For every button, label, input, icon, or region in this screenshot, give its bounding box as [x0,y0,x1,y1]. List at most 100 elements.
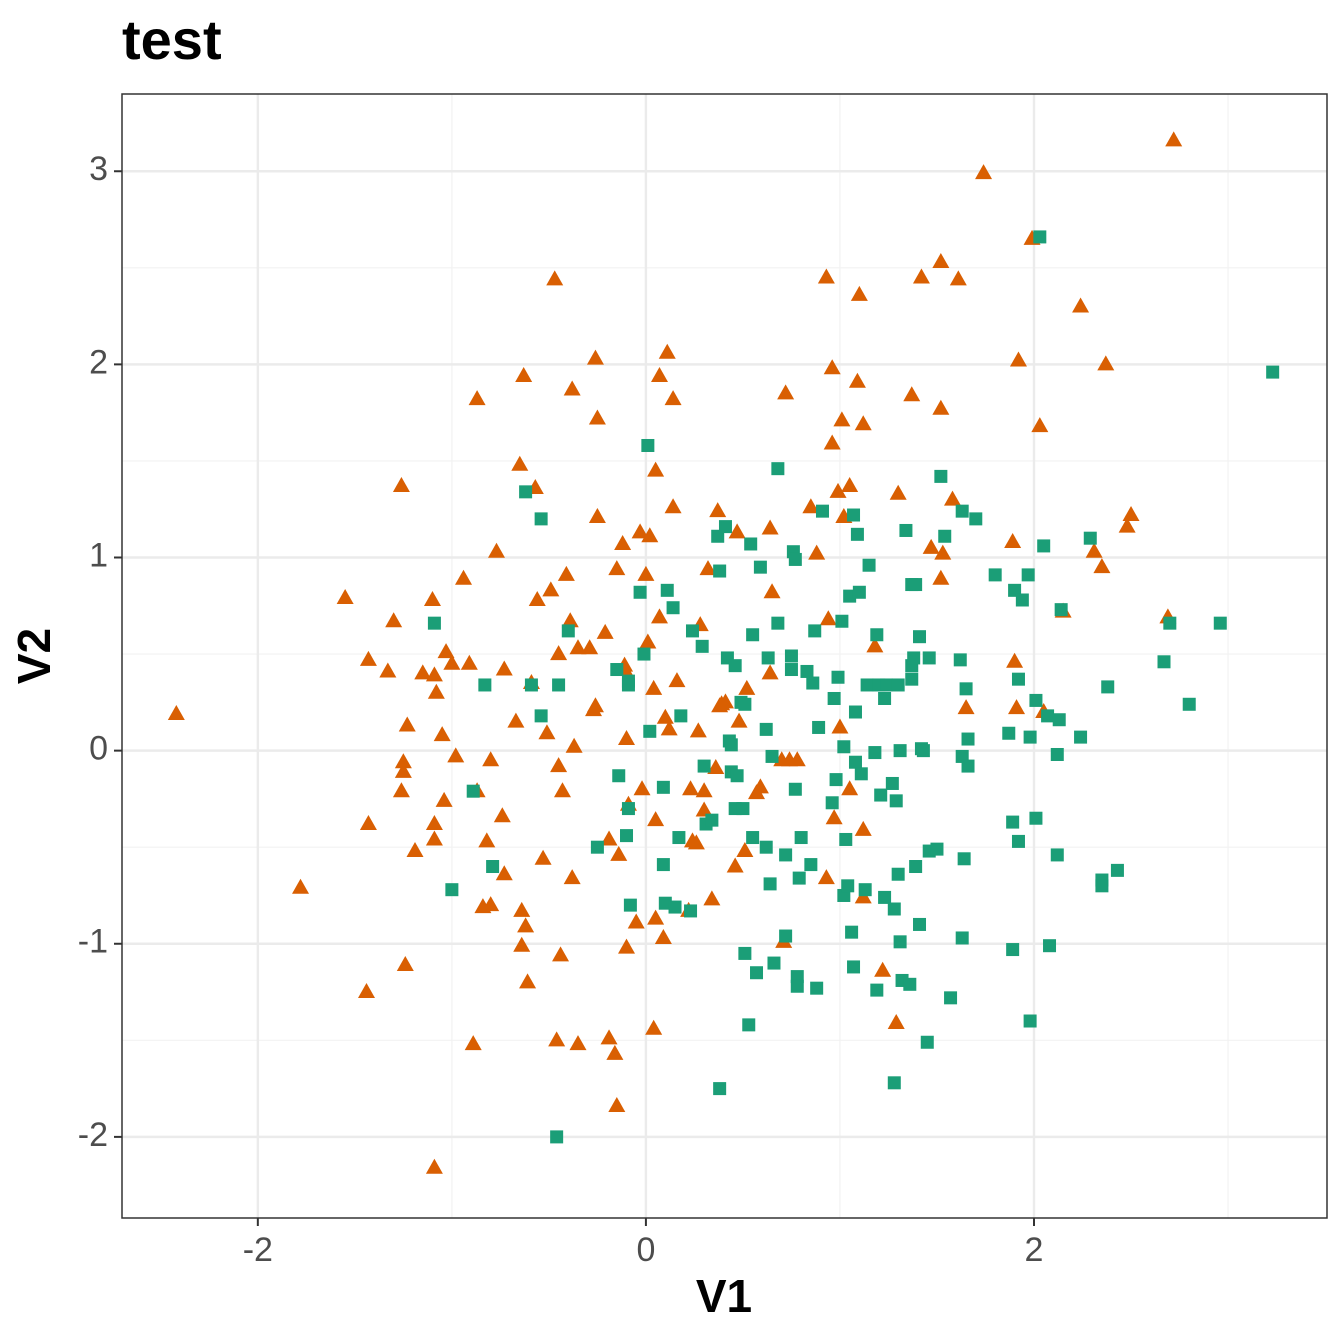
triangle-point [695,801,713,817]
triangle-point [517,917,535,933]
triangle-point [513,901,531,917]
square-point [909,860,923,874]
square-point [839,832,853,846]
triangle-point [425,830,443,846]
square-point [779,848,793,862]
square-point [829,773,843,787]
triangle-point [808,544,826,560]
triangle-point [569,639,587,655]
square-point [794,831,808,845]
triangle-point [763,583,781,599]
triangle-point [488,542,506,558]
y-tick-label: 1 [89,536,108,574]
square-point [961,732,975,746]
square-point [847,508,861,522]
y-tick-label: 3 [89,150,108,188]
square-point [1006,943,1020,957]
triangle-point [631,523,649,539]
triangle-point [538,724,556,740]
triangle-point [468,390,486,406]
triangle-point [957,699,975,715]
square-point [831,670,845,684]
triangle-point [379,662,397,678]
x-tick-label: -2 [243,1231,273,1269]
square-point [1011,834,1025,848]
triangle-point [425,815,443,831]
triangle-point [336,589,354,605]
triangle-point [850,285,868,301]
square-point [728,659,742,673]
square-point [862,558,876,572]
square-point [1157,655,1171,669]
square-point [713,564,727,578]
square-point [812,720,826,734]
square-point [848,705,862,719]
square-point [724,738,738,752]
square-point [742,1018,756,1032]
triangle-point [586,697,604,713]
triangle-point [854,820,872,836]
triangle-point [553,782,571,798]
triangle-point [581,639,599,655]
square-point [744,537,758,551]
square-point [550,1130,564,1144]
square-point [427,616,441,630]
triangle-point [546,270,564,286]
square-point [852,585,866,599]
square-point [761,651,775,665]
triangle-point [707,759,725,775]
square-point [763,877,777,891]
triangle-point [833,411,851,427]
triangle-point [627,913,645,929]
triangle-point [889,484,907,500]
triangle-point [427,683,445,699]
triangle-point [645,679,663,695]
square-point [1266,365,1280,379]
square-point [870,983,884,997]
triangle-point [392,477,410,493]
panel-border [121,93,1328,1219]
square-point [868,746,882,760]
square-point [988,568,1002,582]
square-point [913,630,927,644]
square-point [1029,693,1043,707]
square-point [909,578,923,592]
square-point [889,794,903,808]
square-point [1110,863,1124,877]
square-point [765,749,779,763]
triangle-point [563,869,581,885]
triangle-point [1118,517,1136,533]
square-point [804,858,818,872]
triangle-point [167,704,185,720]
square-point [893,744,907,758]
square-point [916,744,930,758]
square-point [1023,1014,1037,1028]
square-point [660,583,674,597]
square-point [934,469,948,483]
triangle-point [618,730,636,746]
triangle-point [561,612,579,628]
square-point [674,709,688,723]
triangle-point [728,523,746,539]
triangle-point [357,983,375,999]
triangle-point [550,645,568,661]
triangle-point [848,372,866,388]
triangle-point [823,359,841,375]
square-point [891,867,905,881]
triangle-point [761,664,779,680]
square-point [848,755,862,769]
square-point [938,529,952,543]
triangle-point [1009,351,1027,367]
square-point [891,678,905,692]
square-point [887,1076,901,1090]
square-point [1021,568,1035,582]
square-point [1050,848,1064,862]
triangle-point [932,253,950,269]
square-point [478,678,492,692]
triangle-point [534,849,552,865]
triangle-point [464,1035,482,1051]
square-point [955,504,969,518]
triangle-point [819,610,837,626]
square-point [961,759,975,773]
square-point [524,678,538,692]
